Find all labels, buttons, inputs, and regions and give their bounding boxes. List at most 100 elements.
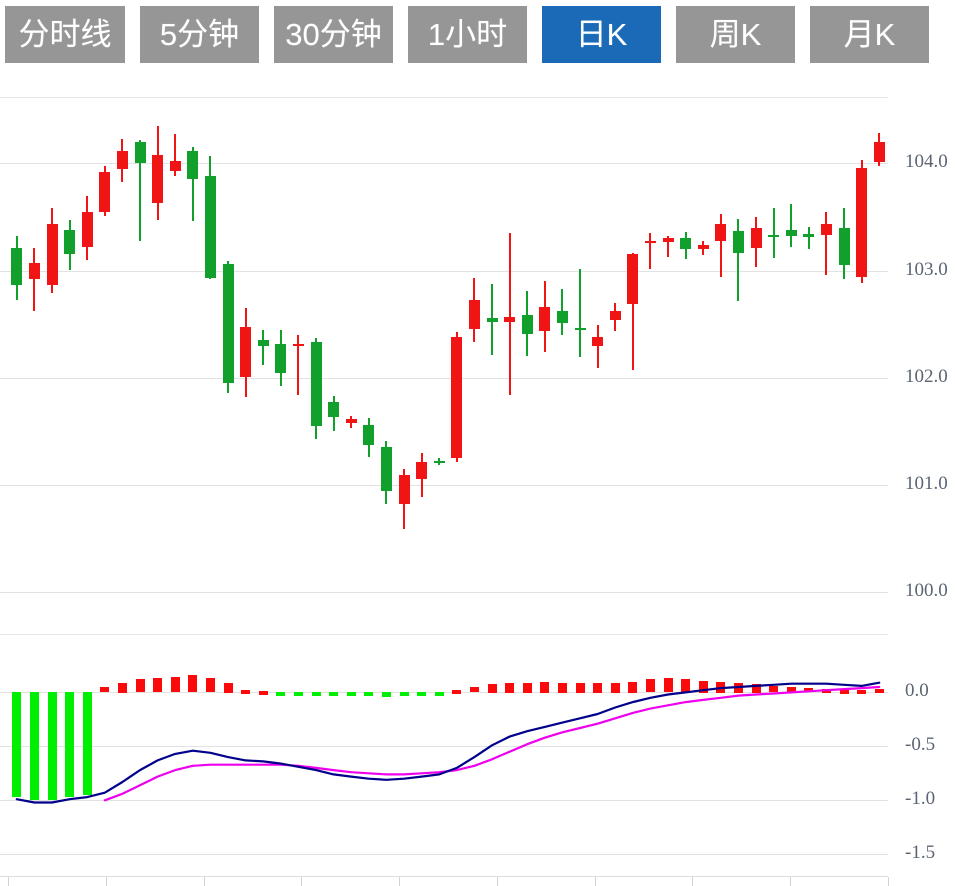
macd-histogram-bar bbox=[312, 692, 321, 696]
macd-histogram-bar bbox=[857, 690, 866, 694]
tab-daily-k[interactable]: 日K bbox=[542, 6, 661, 63]
macd-histogram-bar bbox=[83, 692, 92, 795]
candle-body bbox=[135, 142, 146, 163]
macd-histogram-bar bbox=[699, 681, 708, 693]
macd-axis-label: -0.5 bbox=[905, 734, 936, 755]
macd-histogram-bar bbox=[364, 692, 373, 696]
macd-histogram-bar bbox=[294, 692, 303, 696]
candle-body bbox=[240, 327, 251, 377]
candle-body bbox=[803, 234, 814, 237]
candle-wick bbox=[139, 140, 141, 241]
candle-wick bbox=[33, 248, 35, 311]
candle-body bbox=[733, 231, 744, 253]
tab-monthly-k[interactable]: 月K bbox=[810, 6, 929, 63]
macd-gridline bbox=[0, 854, 888, 855]
macd-top-border bbox=[0, 634, 888, 635]
macd-dea-line bbox=[103, 685, 881, 802]
candle-wick bbox=[597, 325, 599, 368]
candle-body bbox=[768, 235, 779, 237]
macd-histogram-bar bbox=[646, 679, 655, 692]
macd-histogram-bar bbox=[347, 692, 356, 696]
macd-histogram-bar bbox=[875, 689, 884, 693]
candle-wick bbox=[720, 214, 722, 277]
macd-histogram-bar bbox=[523, 683, 532, 693]
macd-histogram-bar bbox=[153, 678, 162, 692]
tab-timeline[interactable]: 分时线 bbox=[5, 6, 125, 63]
tab-5min[interactable]: 5分钟 bbox=[140, 6, 259, 63]
period-tab-bar: 分时线 5分钟 30分钟 1小时 日K 周K 月K bbox=[0, 0, 955, 70]
macd-histogram-bar bbox=[30, 692, 39, 800]
macd-histogram-bar bbox=[100, 687, 109, 692]
axis-tick bbox=[399, 877, 400, 886]
axis-tick bbox=[497, 877, 498, 886]
candle-wick bbox=[579, 269, 581, 357]
candle-wick bbox=[667, 236, 669, 257]
macd-histogram-bar bbox=[576, 683, 585, 693]
price-chart-panel[interactable]: 104.0 103.0 102.0 101.0 100.0 bbox=[0, 0, 955, 660]
macd-axis-label: -1.0 bbox=[905, 788, 936, 809]
candle-body bbox=[592, 337, 603, 346]
axis-tick bbox=[301, 877, 302, 886]
tab-label: 周K bbox=[709, 17, 762, 52]
macd-histogram-bar bbox=[752, 684, 761, 693]
tab-weekly-k[interactable]: 周K bbox=[676, 6, 795, 63]
macd-histogram-bar bbox=[435, 692, 444, 696]
macd-histogram-bar bbox=[540, 682, 549, 693]
candle-wick bbox=[649, 233, 651, 269]
candle-body bbox=[293, 344, 304, 346]
candle-wick bbox=[632, 253, 634, 370]
macd-histogram-bar bbox=[48, 692, 57, 800]
candle-body bbox=[469, 300, 480, 329]
macd-gridline bbox=[0, 746, 888, 747]
axis-tick bbox=[790, 877, 791, 886]
price-axis-label: 101.0 bbox=[905, 473, 948, 494]
candle-wick bbox=[509, 233, 511, 395]
candle-wick bbox=[773, 208, 775, 258]
axis-tick bbox=[204, 877, 205, 886]
candle-body bbox=[346, 419, 357, 423]
macd-bottom-axis bbox=[0, 876, 888, 877]
tab-1hour[interactable]: 1小时 bbox=[408, 6, 527, 63]
candle-body bbox=[645, 241, 656, 243]
tab-label: 日K bbox=[575, 17, 628, 52]
macd-dif-line bbox=[15, 681, 881, 804]
candle-body bbox=[170, 161, 181, 171]
price-axis-label: 102.0 bbox=[905, 366, 948, 387]
axis-tick bbox=[692, 877, 693, 886]
macd-histogram-bar bbox=[12, 692, 21, 797]
tab-30min[interactable]: 30分钟 bbox=[274, 6, 393, 63]
axis-tick bbox=[106, 877, 107, 886]
macd-histogram-bar bbox=[681, 679, 690, 692]
candle-body bbox=[29, 263, 40, 279]
macd-histogram-bar bbox=[259, 691, 268, 695]
candle-body bbox=[381, 447, 392, 491]
macd-axis-label: -1.5 bbox=[905, 842, 936, 863]
macd-histogram-bar bbox=[417, 692, 426, 696]
candle-body bbox=[539, 307, 550, 331]
macd-histogram-bar bbox=[329, 692, 338, 696]
macd-axis-label: 0.0 bbox=[905, 680, 929, 701]
candle-wick bbox=[174, 134, 176, 176]
candle-body bbox=[575, 328, 586, 330]
candle-body bbox=[311, 342, 322, 426]
macd-histogram-bar bbox=[224, 683, 233, 693]
candle-body bbox=[399, 475, 410, 504]
candle-wick bbox=[825, 212, 827, 275]
candle-wick bbox=[297, 335, 299, 395]
candle-body bbox=[856, 168, 867, 277]
price-gridline bbox=[0, 271, 888, 272]
tab-label: 5分钟 bbox=[159, 17, 240, 52]
macd-histogram-bar bbox=[628, 682, 637, 693]
macd-histogram-bar bbox=[241, 690, 250, 694]
candle-body bbox=[504, 317, 515, 322]
axis-tick bbox=[8, 877, 9, 886]
tab-label: 30分钟 bbox=[285, 17, 382, 52]
candle-body bbox=[680, 238, 691, 249]
candle-wick bbox=[808, 227, 810, 249]
macd-histogram-bar bbox=[400, 692, 409, 696]
macd-gridline bbox=[0, 800, 888, 801]
macd-histogram-bar bbox=[452, 690, 461, 694]
candle-body bbox=[99, 172, 110, 212]
